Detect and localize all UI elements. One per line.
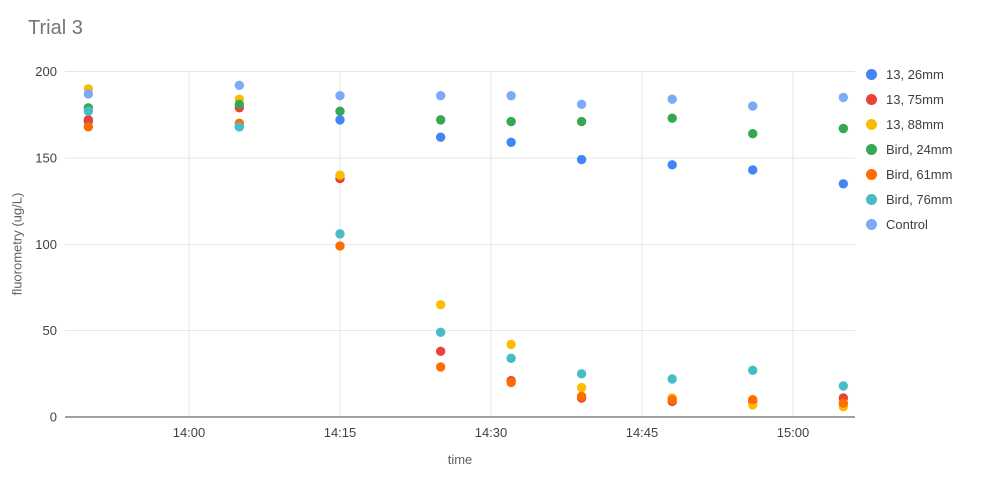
legend-dot-icon [866, 144, 877, 155]
legend-label: Bird, 76mm [886, 192, 953, 207]
point-bird-24mm [335, 106, 345, 116]
point-bird-76mm [506, 353, 516, 363]
point-bird-61mm [83, 122, 94, 132]
point-bird-76mm [667, 374, 677, 384]
x-tick-label: 14:45 [626, 425, 659, 440]
point-bird-24mm [506, 116, 516, 127]
legend-label: 13, 88mm [886, 117, 944, 132]
point-control [576, 99, 587, 110]
point-bird-24mm [234, 99, 245, 110]
legend-item-bird-61mm: Bird, 61mm [866, 162, 952, 187]
point-control [838, 92, 849, 103]
legend-label: Bird, 61mm [886, 167, 953, 182]
legend-item-bird-76mm: Bird, 76mm [866, 187, 952, 212]
point-13-88mm [335, 170, 345, 180]
legend-label: Bird, 24mm [886, 142, 953, 157]
point-bird-76mm [234, 122, 245, 132]
chart-legend: 13, 26mm 13, 75mm 13, 88mm Bird, 24mm Bird, … [866, 62, 952, 237]
point-bird-61mm [667, 395, 677, 405]
point-bird-76mm [748, 365, 758, 376]
point-control [748, 101, 758, 111]
point-control [335, 90, 345, 101]
y-tick-label: 150 [35, 150, 57, 165]
point-bird-76mm [838, 381, 849, 391]
y-axis-title: fluorometry (ug/L) [9, 192, 25, 296]
legend-dot-icon [866, 94, 877, 105]
legend-item-13-88mm: 13, 88mm [866, 112, 952, 137]
legend-item-13-26mm: 13, 26mm [866, 62, 952, 87]
point-control [435, 90, 446, 101]
y-tick-label: 50 [43, 323, 57, 338]
x-tick-label: 14:00 [173, 425, 206, 440]
point-control [506, 90, 516, 101]
legend-dot-icon [866, 69, 877, 80]
point-13-26mm [335, 115, 345, 125]
legend-item-13-75mm: 13, 75mm [866, 87, 952, 112]
legend-label: 13, 26mm [886, 67, 944, 82]
point-bird-76mm [576, 369, 587, 379]
point-bird-61mm [335, 241, 345, 251]
point-13-26mm [435, 132, 446, 142]
point-13-26mm [748, 165, 758, 175]
point-bird-61mm [506, 377, 516, 388]
point-bird-76mm [435, 327, 446, 338]
y-tick-label: 200 [35, 64, 57, 79]
legend-label: Control [886, 217, 928, 232]
point-control [234, 80, 245, 91]
legend-item-control: Control [866, 212, 952, 237]
chart-title: Trial 3 [28, 17, 83, 39]
point-bird-24mm [576, 116, 587, 127]
point-13-26mm [576, 154, 587, 165]
y-tick-label: 0 [50, 410, 57, 425]
point-13-75mm [435, 346, 446, 357]
point-bird-76mm [335, 229, 345, 239]
x-tick-label: 14:15 [324, 425, 357, 440]
point-control [667, 94, 677, 104]
point-bird-61mm [435, 362, 446, 372]
point-13-26mm [506, 137, 516, 148]
legend-dot-icon [866, 219, 877, 230]
point-13-26mm [838, 179, 849, 189]
x-tick-label: 15:00 [777, 425, 810, 440]
y-tick-label: 100 [35, 237, 57, 252]
point-13-88mm [506, 339, 516, 350]
legend-dot-icon [866, 169, 877, 180]
point-13-75mm [83, 115, 94, 125]
point-13-26mm [667, 160, 677, 170]
point-13-88mm [435, 300, 446, 310]
legend-dot-icon [866, 194, 877, 205]
x-tick-label: 14:30 [475, 425, 508, 440]
x-axis-title: time [447, 452, 473, 467]
legend-label: 13, 75mm [886, 92, 944, 107]
point-bird-76mm [83, 106, 94, 116]
point-bird-24mm [667, 113, 677, 123]
point-control [83, 89, 94, 99]
point-bird-61mm [576, 391, 587, 401]
point-bird-61mm [748, 395, 758, 405]
point-bird-61mm [838, 398, 849, 408]
point-bird-24mm [838, 123, 849, 134]
point-bird-24mm [435, 115, 446, 125]
legend-item-bird-24mm: Bird, 24mm [866, 137, 952, 162]
legend-dot-icon [866, 119, 877, 130]
point-13-88mm [576, 382, 587, 393]
point-bird-24mm [748, 128, 758, 139]
